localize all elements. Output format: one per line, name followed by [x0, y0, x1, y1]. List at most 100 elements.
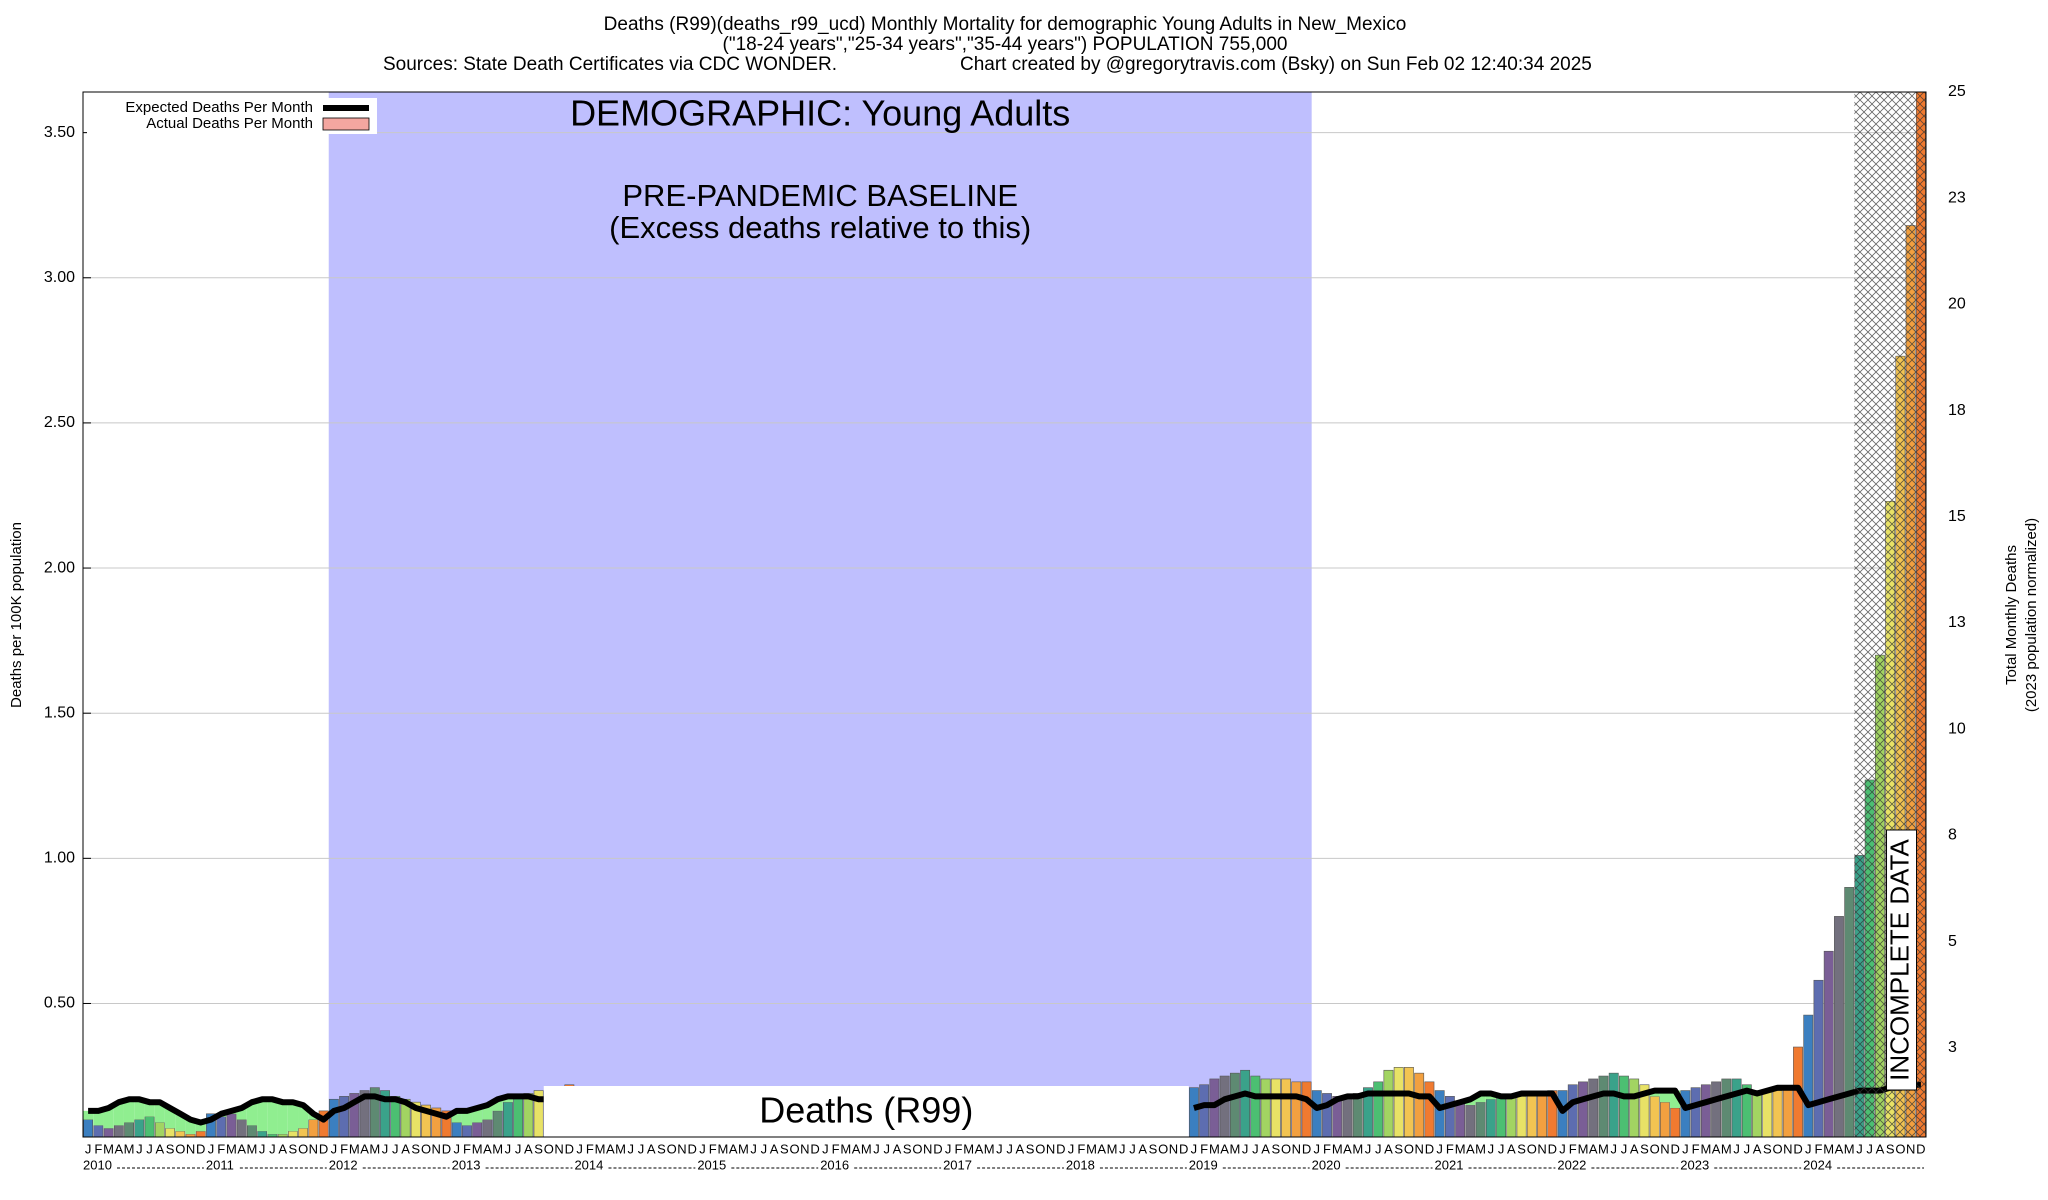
- x-tick-label: J: [1744, 1141, 1751, 1156]
- x-tick-label: M: [963, 1141, 974, 1156]
- x-tick-label: J: [1365, 1141, 1372, 1156]
- x-tick-label: N: [1292, 1141, 1301, 1156]
- y2-tick-label: 15: [1948, 508, 1966, 525]
- x-tick-label: N: [1906, 1141, 1915, 1156]
- bar: [1578, 1081, 1588, 1138]
- bar: [1598, 1075, 1609, 1138]
- x-tick-label: M: [369, 1141, 380, 1156]
- x-tick-label: M: [840, 1141, 851, 1156]
- bar: [103, 1127, 114, 1138]
- bar: [1659, 1101, 1670, 1138]
- chart-title: Deaths (R99)(deaths_r99_ucd) Monthly Mor…: [604, 14, 1407, 35]
- x-tick-label: O: [298, 1141, 308, 1156]
- x-tick-label: A: [1507, 1141, 1516, 1156]
- deficit-area: [103, 1107, 114, 1129]
- bar: [134, 1119, 145, 1138]
- bar: [1199, 1084, 1210, 1138]
- x-tick-label: D: [810, 1141, 819, 1156]
- year-label: 2016: [820, 1157, 849, 1172]
- deficit-area: [144, 1102, 155, 1117]
- bar: [1567, 1084, 1578, 1138]
- bar: [1588, 1078, 1599, 1138]
- x-tick-label: M: [492, 1141, 503, 1156]
- x-tick-label: S: [534, 1141, 543, 1156]
- x-tick-label: J: [699, 1141, 706, 1156]
- deficit-area: [175, 1113, 186, 1132]
- year-label: 2010: [83, 1157, 112, 1172]
- x-tick-label: M: [1229, 1141, 1240, 1156]
- bar: [257, 1130, 268, 1138]
- baseline-note: (Excess deaths relative to this): [609, 210, 1031, 245]
- deficit-area: [123, 1099, 135, 1123]
- x-tick-label: M: [226, 1141, 237, 1156]
- bar: [287, 1130, 298, 1138]
- x-tick-label: O: [1158, 1141, 1168, 1156]
- year-label: 2023: [1680, 1157, 1709, 1172]
- x-tick-label: A: [975, 1141, 984, 1156]
- bar: [175, 1130, 186, 1138]
- bar: [1475, 1101, 1486, 1138]
- x-tick-label: J: [1805, 1141, 1812, 1156]
- bar: [1311, 1090, 1322, 1138]
- x-tick-label: J: [1129, 1141, 1136, 1156]
- bar: [1813, 979, 1824, 1138]
- x-tick-label: M: [1598, 1141, 1609, 1156]
- x-tick-label: D: [688, 1141, 697, 1156]
- bar: [1485, 1098, 1496, 1138]
- x-tick-label: S: [1394, 1141, 1403, 1156]
- x-tick-label: A: [606, 1141, 615, 1156]
- bar: [1762, 1090, 1773, 1138]
- x-tick-label: O: [1404, 1141, 1414, 1156]
- bar: [1373, 1081, 1384, 1138]
- x-tick-label: N: [1660, 1141, 1669, 1156]
- x-tick-label: M: [1086, 1141, 1097, 1156]
- x-tick-label: O: [790, 1141, 800, 1156]
- x-tick-label: J: [208, 1141, 215, 1156]
- x-tick-label: F: [1200, 1141, 1208, 1156]
- bar: [195, 1130, 206, 1138]
- bar: [1189, 1087, 1199, 1138]
- x-tick-label: D: [196, 1141, 205, 1156]
- x-tick-label: A: [647, 1141, 656, 1156]
- x-tick-label: J: [1314, 1141, 1321, 1156]
- year-label: 2012: [329, 1157, 358, 1172]
- x-tick-label: S: [289, 1141, 298, 1156]
- x-tick-label: F: [954, 1141, 962, 1156]
- bar: [226, 1113, 237, 1138]
- y2-axis-title: Total Monthly Deaths: [2003, 545, 2020, 685]
- x-tick-label: M: [615, 1141, 626, 1156]
- x-tick-label: A: [1876, 1141, 1885, 1156]
- x-tick-label: M: [103, 1141, 114, 1156]
- credit: Chart created by @gregorytravis.com (Bsk…: [960, 54, 1592, 75]
- x-tick-label: O: [1772, 1141, 1782, 1156]
- x-tick-label: F: [709, 1141, 717, 1156]
- bar: [1844, 887, 1855, 1138]
- x-tick-label: A: [1138, 1141, 1147, 1156]
- bar: [1629, 1078, 1640, 1138]
- legend-label: Actual Deaths Per Month: [146, 115, 313, 132]
- x-tick-label: A: [1630, 1141, 1639, 1156]
- bar: [298, 1127, 309, 1138]
- bar: [1619, 1075, 1629, 1138]
- x-tick-label: J: [382, 1141, 389, 1156]
- deficit-area: [1475, 1093, 1486, 1103]
- demographic: DEMOGRAPHIC: Young Adults: [570, 93, 1070, 134]
- deficit-area: [1659, 1090, 1671, 1103]
- x-tick-label: N: [432, 1141, 441, 1156]
- y2-tick-label: 3: [1948, 1039, 1957, 1056]
- plot-frame: [82, 91, 1927, 1138]
- x-tick-label: J: [1191, 1141, 1198, 1156]
- series-label: Deaths (R99): [759, 1090, 973, 1131]
- x-tick-label: F: [463, 1141, 471, 1156]
- bar: [83, 1119, 94, 1138]
- x-tick-label: F: [1323, 1141, 1331, 1156]
- bar: [1281, 1078, 1291, 1138]
- x-tick-label: J: [1498, 1141, 1505, 1156]
- x-tick-label: A: [524, 1141, 533, 1156]
- x-tick-label: N: [1046, 1141, 1055, 1156]
- bar: [308, 1119, 319, 1138]
- x-tick-label: J: [822, 1141, 829, 1156]
- x-tick-label: J: [85, 1141, 92, 1156]
- x-tick-label: S: [903, 1141, 912, 1156]
- bar: [513, 1096, 524, 1138]
